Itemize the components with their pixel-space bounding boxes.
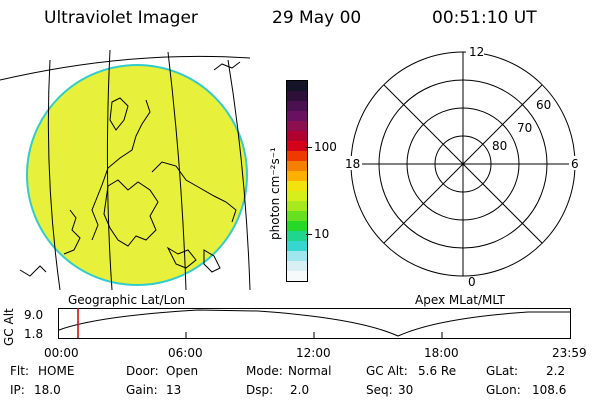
colorbar-swatch — [287, 251, 307, 262]
colorbar-swatch — [287, 181, 307, 192]
colorbar-swatch — [287, 271, 307, 281]
glat-value: 2.2 — [546, 364, 566, 378]
mlt-label-12: 12 — [469, 45, 484, 59]
timeline-xtick-0000: 00:00 — [44, 346, 79, 360]
mlt-label-0: 0 — [468, 275, 476, 289]
flt-label: Flt: — [10, 364, 29, 378]
timeline-plot — [58, 308, 571, 339]
lat-label-60: 60 — [536, 98, 551, 112]
timeline-xtick-1800: 18:00 — [424, 346, 459, 360]
glat-label: GLat: — [486, 364, 519, 378]
colorbar-swatch — [287, 81, 307, 92]
door-label: Door: — [126, 364, 159, 378]
seq-label: Seq: — [366, 383, 393, 397]
colorbar — [286, 80, 308, 282]
lat-label-70: 70 — [517, 121, 532, 135]
uv-image-disc — [26, 64, 248, 286]
lat-label-80: 80 — [492, 139, 507, 153]
colorbar-swatch — [287, 151, 307, 162]
meridian-lines — [0, 49, 251, 290]
time-label: 00:51:10 UT — [432, 8, 537, 28]
coastlines — [19, 61, 241, 277]
colorbar-swatch — [287, 171, 307, 182]
timeline-xtick-1200: 12:00 — [296, 346, 331, 360]
colorbar-tick-100 — [306, 147, 312, 148]
colorbar-swatch — [287, 131, 307, 142]
gain-label: Gain: — [126, 383, 158, 397]
flt-value: HOME — [38, 364, 75, 378]
colorbar-swatch — [287, 211, 307, 222]
polar-diagonal-2 — [383, 84, 543, 244]
colorbar-swatch — [287, 111, 307, 122]
timeline-ylabel: GC Alt — [2, 308, 16, 346]
timeline-ytick-high: 9.0 — [24, 308, 44, 322]
timeline-ytick-low: 1.8 — [24, 327, 44, 341]
glon-value: 108.6 — [532, 383, 567, 397]
timeline-xtick-0600: 06:00 — [168, 346, 203, 360]
colorbar-swatch — [287, 191, 307, 202]
timeline-xtick-2359: 23:59 — [552, 346, 587, 360]
colorbar-swatch — [287, 221, 307, 232]
ip-label: IP: — [10, 383, 25, 397]
glon-label: GLon: — [486, 383, 521, 397]
colorbar-tick-label-100: 100 — [314, 140, 337, 154]
gain-value: 13 — [166, 383, 182, 397]
colorbar-swatch — [287, 101, 307, 112]
colorbar-swatch — [287, 121, 307, 132]
geographic-image-panel — [0, 49, 251, 290]
colorbar-swatch — [287, 231, 307, 242]
ip-value: 18.0 — [34, 383, 61, 397]
door-value: Open — [166, 364, 199, 378]
colorbar-tick-label-10: 10 — [314, 227, 330, 241]
apex-caption: Apex MLat/MLT — [415, 293, 505, 307]
instrument-title: Ultraviolet Imager — [44, 8, 198, 28]
colorbar-swatch — [287, 241, 307, 252]
colorbar-swatch — [287, 201, 307, 212]
altitude-curve — [58, 309, 570, 337]
colorbar-tick-10 — [306, 234, 312, 235]
mlt-label-18: 18 — [345, 157, 360, 171]
dsp-label: Dsp: — [246, 383, 274, 397]
seq-value: 30 — [398, 383, 414, 397]
colorbar-swatch — [287, 161, 307, 172]
mode-label: Mode: — [246, 364, 283, 378]
colorbar-swatch — [287, 141, 307, 152]
gcalt-label: GC Alt: — [366, 364, 408, 378]
colorbar-swatch — [287, 261, 307, 272]
geographic-caption: Geographic Lat/Lon — [68, 293, 186, 307]
gcalt-value: 5.6 Re — [418, 364, 457, 378]
dsp-value: 2.0 — [290, 383, 310, 397]
polar-plot: 12 6 0 18 60 70 80 — [344, 44, 581, 289]
mlt-label-6: 6 — [571, 157, 579, 171]
colorbar-unit-label: photon cm⁻²s⁻¹ — [268, 147, 282, 240]
mode-value: Normal — [288, 364, 332, 378]
date-label: 29 May 00 — [272, 8, 362, 28]
colorbar-swatch — [287, 91, 307, 102]
